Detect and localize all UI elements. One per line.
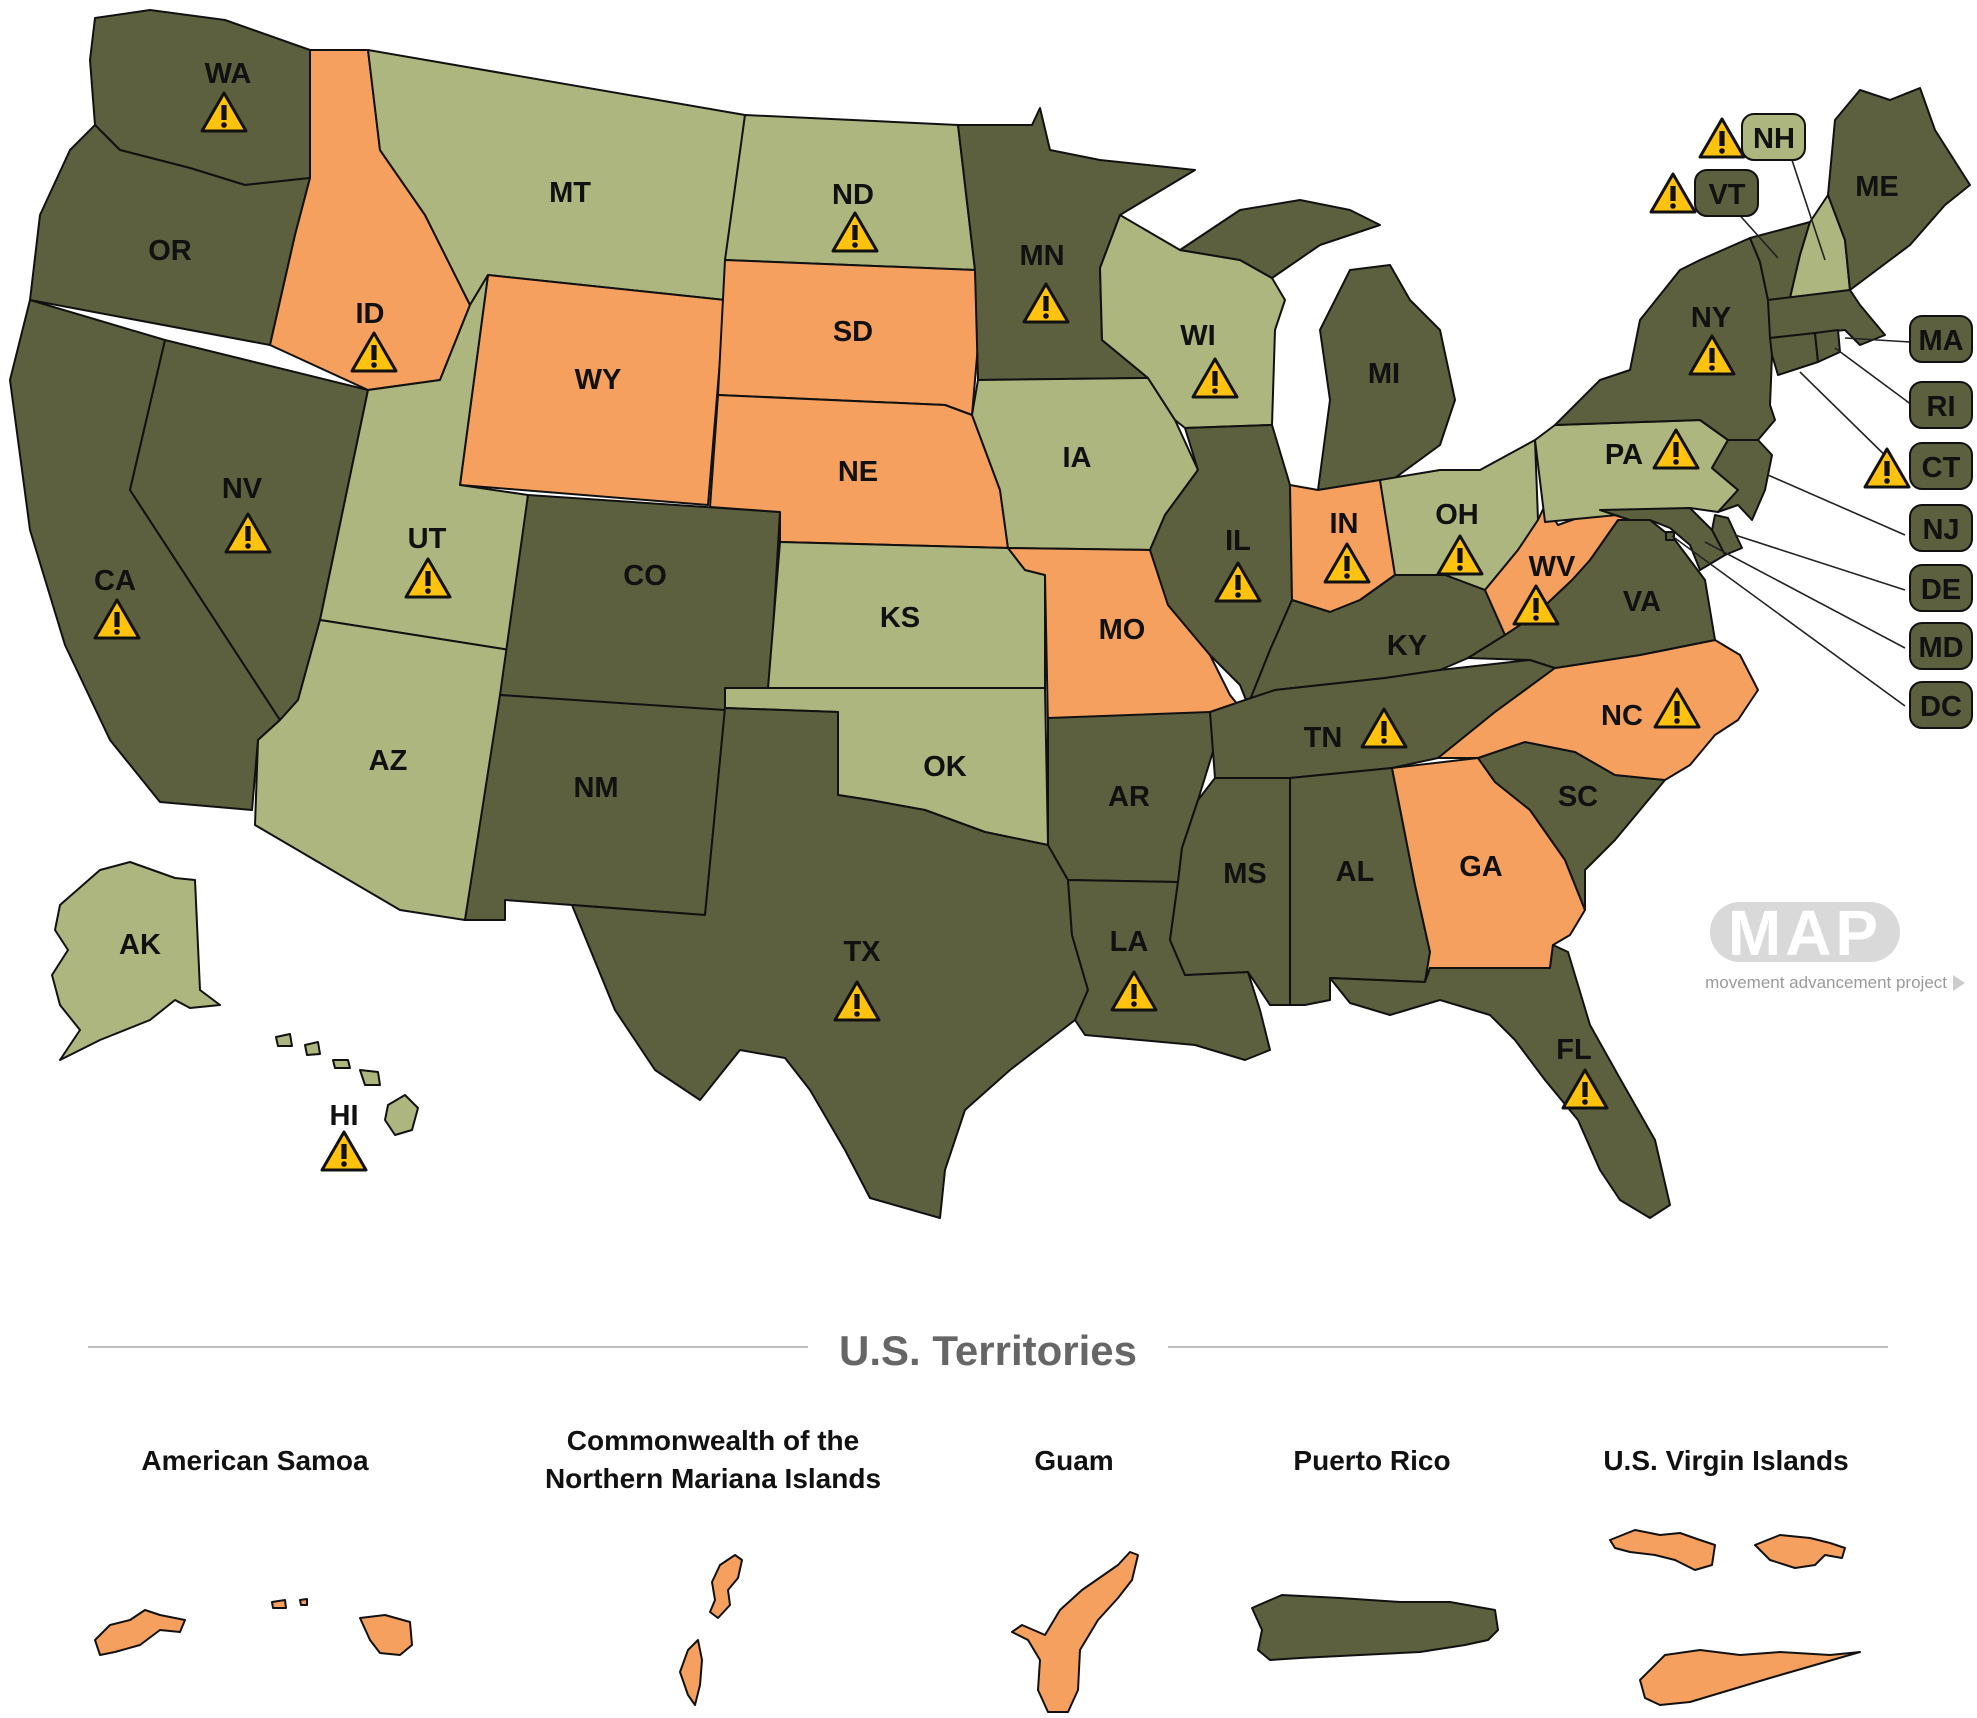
label-FL: FL <box>1556 1034 1591 1066</box>
label-KS: KS <box>880 602 920 634</box>
label-MS: MS <box>1223 858 1267 890</box>
label-AK: AK <box>119 929 161 961</box>
label-ME: ME <box>1855 171 1899 203</box>
warning-icon-HI <box>320 1130 368 1172</box>
state-RI[interactable] <box>1814 329 1841 363</box>
label-MI: MI <box>1368 358 1400 390</box>
label-VA: VA <box>1623 586 1661 618</box>
state-ME[interactable] <box>1827 87 1971 291</box>
label-NV: NV <box>222 473 263 505</box>
label-GA: GA <box>1459 851 1503 883</box>
label-CA: CA <box>94 565 136 597</box>
state-CO[interactable] <box>499 494 781 716</box>
label-TX: TX <box>843 936 881 968</box>
label-SC: SC <box>1558 781 1598 813</box>
label-NE: NE <box>838 456 878 488</box>
label-IA: IA <box>1063 442 1092 474</box>
territory-shape-puerto-rico[interactable] <box>1251 1594 1499 1661</box>
chip-RI <box>1909 381 1973 429</box>
map-logo: MAP movement advancement project <box>1705 897 1965 992</box>
label-AL: AL <box>1336 856 1375 888</box>
territory-name-usvi: U.S. Virgin Islands <box>1603 1445 1848 1476</box>
label-NH: NH <box>1753 123 1795 155</box>
label-DE: DE <box>1921 574 1961 606</box>
label-LA: LA <box>1110 926 1149 958</box>
label-WV: WV <box>1529 551 1576 583</box>
label-CO: CO <box>623 560 667 592</box>
territories-title: U.S. Territories <box>839 1327 1137 1374</box>
state-FL[interactable] <box>1329 944 1671 1219</box>
label-IN: IN <box>1330 508 1359 540</box>
label-VT: VT <box>1708 179 1745 211</box>
label-RI: RI <box>1927 391 1956 423</box>
chip-DC <box>1909 681 1973 729</box>
warning-icon-NH <box>1698 117 1746 159</box>
territories-section: U.S. Territories American Samoa Commonwe… <box>88 1327 1888 1713</box>
label-MD: MD <box>1918 632 1963 664</box>
label-NY: NY <box>1691 302 1731 334</box>
territory-shape-american-samoa[interactable] <box>94 1598 413 1656</box>
territory-shape-guam[interactable] <box>1011 1551 1139 1713</box>
territory-name-cnmi-line2: Northern Mariana Islands <box>545 1463 881 1494</box>
label-CT: CT <box>1922 452 1961 484</box>
label-ID: ID <box>356 298 385 330</box>
label-NM: NM <box>573 772 618 804</box>
label-IL: IL <box>1225 525 1251 557</box>
label-AR: AR <box>1108 781 1150 813</box>
label-AZ: AZ <box>369 745 408 777</box>
territory-name-american-samoa: American Samoa <box>141 1445 369 1476</box>
state-PA[interactable] <box>1534 419 1739 523</box>
chip-MA <box>1909 315 1973 363</box>
chip-DE <box>1909 564 1973 612</box>
label-PA: PA <box>1605 439 1643 471</box>
chip-CT <box>1909 442 1973 490</box>
label-MN: MN <box>1019 240 1064 272</box>
label-UT: UT <box>408 523 447 555</box>
label-TN: TN <box>1304 722 1343 754</box>
warning-icon-VT <box>1649 172 1697 214</box>
label-WY: WY <box>575 364 622 396</box>
label-HI: HI <box>330 1100 359 1132</box>
state-AK[interactable] <box>51 861 221 1061</box>
label-ND: ND <box>832 179 874 211</box>
label-KY: KY <box>1387 630 1427 662</box>
chip-NJ <box>1909 504 1973 552</box>
label-MO: MO <box>1099 614 1146 646</box>
state-NJ[interactable] <box>1711 439 1773 521</box>
leader-lines <box>1671 144 1913 707</box>
state-MD[interactable] <box>1599 507 1726 571</box>
territory-name-puerto-rico: Puerto Rico <box>1293 1445 1450 1476</box>
state-MI[interactable] <box>1179 199 1456 491</box>
label-NJ: NJ <box>1922 514 1959 546</box>
label-OK: OK <box>923 751 967 783</box>
chip-NH <box>1741 113 1806 161</box>
label-MA: MA <box>1918 325 1963 357</box>
logo-letters: MAP <box>1728 897 1882 969</box>
logo-subtitle: movement advancement project <box>1705 973 1947 992</box>
label-MT: MT <box>549 177 591 209</box>
state-TX[interactable] <box>571 707 1089 1219</box>
territory-name-cnmi-line1: Commonwealth of the <box>567 1425 859 1456</box>
chip-VT <box>1694 169 1759 217</box>
label-OR: OR <box>148 235 192 267</box>
label-DC: DC <box>1920 691 1962 723</box>
state-HI[interactable] <box>275 1033 419 1136</box>
state-NY[interactable] <box>1554 237 1776 441</box>
label-SD: SD <box>833 316 873 348</box>
warning-icon-CT <box>1863 447 1911 489</box>
state-NM[interactable] <box>464 694 726 921</box>
label-WI: WI <box>1180 320 1215 352</box>
label-OH: OH <box>1435 499 1479 531</box>
chip-MD <box>1909 622 1973 670</box>
territory-shape-usvi[interactable] <box>1609 1529 1861 1706</box>
state-CT[interactable] <box>1769 332 1819 376</box>
territory-name-guam: Guam <box>1034 1445 1113 1476</box>
label-NC: NC <box>1601 700 1643 732</box>
state-DC[interactable] <box>1665 531 1675 541</box>
label-WA: WA <box>205 58 252 90</box>
territory-shape-cnmi[interactable] <box>679 1554 743 1706</box>
state-DE[interactable] <box>1711 514 1743 556</box>
